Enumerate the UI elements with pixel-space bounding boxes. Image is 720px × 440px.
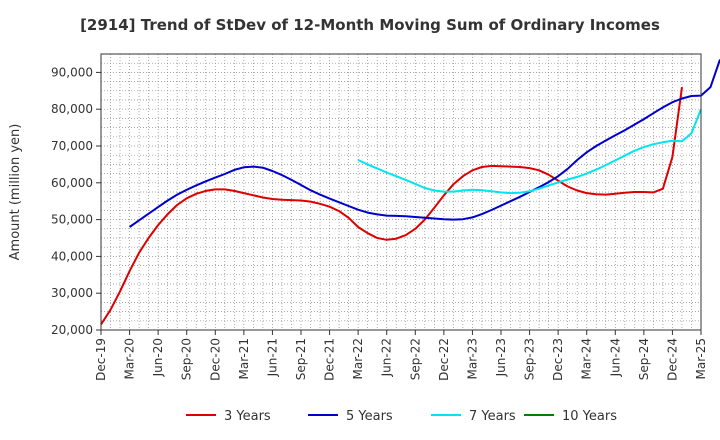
- y-tick-label: 60,000: [51, 176, 93, 190]
- x-tick-label: Mar-20: [123, 338, 137, 379]
- y-axis-label: Amount (million yen): [8, 124, 23, 261]
- chart-title: [2914] Trend of StDev of 12-Month Moving…: [80, 16, 660, 34]
- y-tick-label: 50,000: [51, 213, 93, 227]
- y-axis-ticks: 20,000 30,000 40,000 50,000 60,000 70,000 80,0…: [51, 65, 101, 337]
- y-tick-label: 40,000: [51, 249, 93, 263]
- x-tick-label: Mar-22: [351, 338, 365, 379]
- legend-label: 7 Years: [469, 409, 516, 424]
- x-tick-label: Dec-19: [94, 338, 108, 381]
- legend-label: 10 Years: [562, 409, 617, 424]
- x-tick-label: Dec-24: [665, 338, 679, 381]
- x-tick-label: Mar-21: [237, 338, 251, 379]
- y-tick-label: 80,000: [51, 102, 93, 116]
- x-tick-label: Sep-23: [523, 338, 537, 380]
- grid: [101, 54, 701, 330]
- x-tick-label: Jun-23: [494, 338, 508, 377]
- x-tick-label: Sep-22: [408, 338, 422, 380]
- series-line-3-years: [100, 86, 683, 326]
- x-tick-label: Dec-20: [208, 338, 222, 381]
- y-tick-label: 30,000: [51, 286, 93, 300]
- legend-label: 3 Years: [224, 409, 271, 424]
- x-tick-label: Dec-21: [323, 338, 337, 381]
- x-tick-label: Dec-22: [437, 338, 451, 381]
- x-tick-label: Dec-23: [551, 338, 565, 381]
- x-tick-label: Mar-23: [465, 338, 479, 379]
- x-tick-label: Sep-21: [294, 338, 308, 380]
- y-tick-label: 20,000: [51, 323, 93, 337]
- legend-label: 5 Years: [346, 409, 393, 424]
- x-tick-label: Jun-22: [380, 338, 394, 377]
- x-tick-label: Sep-24: [637, 338, 651, 380]
- y-tick-label: 70,000: [51, 139, 93, 153]
- x-tick-label: Jun-20: [151, 338, 165, 377]
- x-axis-ticks: Dec-19 Mar-20 Jun-20 Sep-20 Dec-20 Mar-21 Jun-…: [94, 330, 708, 381]
- series-line-7-years: [357, 108, 702, 195]
- x-tick-label: Sep-20: [180, 338, 194, 380]
- x-tick-label: Mar-25: [694, 338, 708, 379]
- x-tick-label: Mar-24: [580, 338, 594, 379]
- series-lines: [100, 59, 720, 326]
- plot-frame: [100, 53, 702, 331]
- y-tick-label: 90,000: [51, 65, 93, 79]
- series-line-5-years: [129, 59, 720, 228]
- legend: 3 Years 5 Years 7 Years 10 Years: [186, 409, 617, 424]
- x-tick-label: Jun-21: [265, 338, 279, 377]
- x-tick-label: Jun-24: [608, 338, 622, 377]
